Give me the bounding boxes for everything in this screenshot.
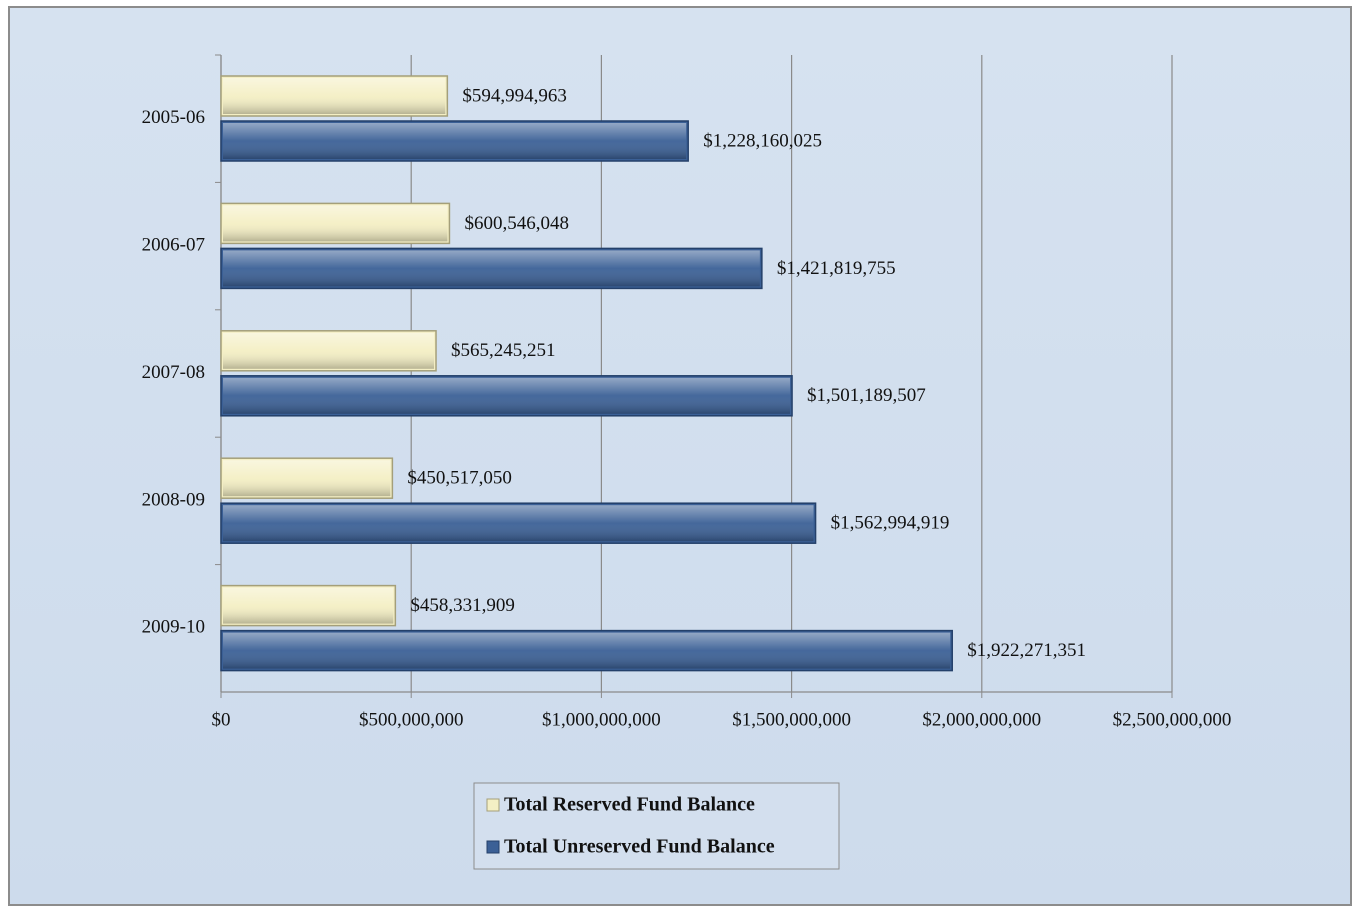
value-label: $594,994,963 [462, 85, 566, 106]
bar [220, 120, 689, 162]
y-tick-label: 2007-08 [142, 362, 205, 383]
bar [220, 584, 397, 627]
x-tick-label: $2,500,000,000 [1113, 709, 1232, 730]
bar [220, 502, 817, 544]
value-label: $1,501,189,507 [807, 385, 926, 406]
bar [220, 202, 451, 245]
value-label: $600,546,048 [464, 213, 569, 234]
bar [220, 247, 763, 290]
bar [220, 629, 953, 672]
value-label: $458,331,909 [410, 595, 515, 616]
bar [220, 457, 394, 499]
legend-label: Total Reserved Fund Balance [504, 794, 755, 816]
value-label: $1,228,160,025 [703, 130, 822, 151]
x-tick-label: $500,000,000 [359, 709, 464, 730]
y-tick-label: 2009-10 [142, 617, 205, 638]
value-label: $1,421,819,755 [777, 258, 896, 279]
bar [220, 75, 449, 117]
value-label: $1,922,271,351 [967, 640, 1086, 661]
bar [220, 330, 437, 372]
legend-label: Total Unreserved Fund Balance [504, 836, 775, 858]
y-tick-label: 2005-06 [142, 107, 205, 128]
legend-swatch [486, 840, 500, 854]
x-tick-label: $1,500,000,000 [732, 709, 851, 730]
legend-box [473, 782, 840, 870]
x-tick-label: $1,000,000,000 [542, 709, 661, 730]
x-tick-label: $2,000,000,000 [922, 709, 1041, 730]
y-tick-label: 2006-07 [142, 234, 205, 255]
x-tick-label: $0 [212, 709, 231, 730]
value-label: $1,562,994,919 [831, 513, 950, 534]
legend-swatch [486, 798, 500, 812]
bar [220, 375, 793, 417]
value-label: $565,245,251 [451, 340, 556, 361]
legend: Total Reserved Fund Balance Total Unreser… [473, 782, 840, 870]
y-tick-label: 2008-09 [142, 489, 205, 510]
value-label: $450,517,050 [407, 468, 512, 489]
